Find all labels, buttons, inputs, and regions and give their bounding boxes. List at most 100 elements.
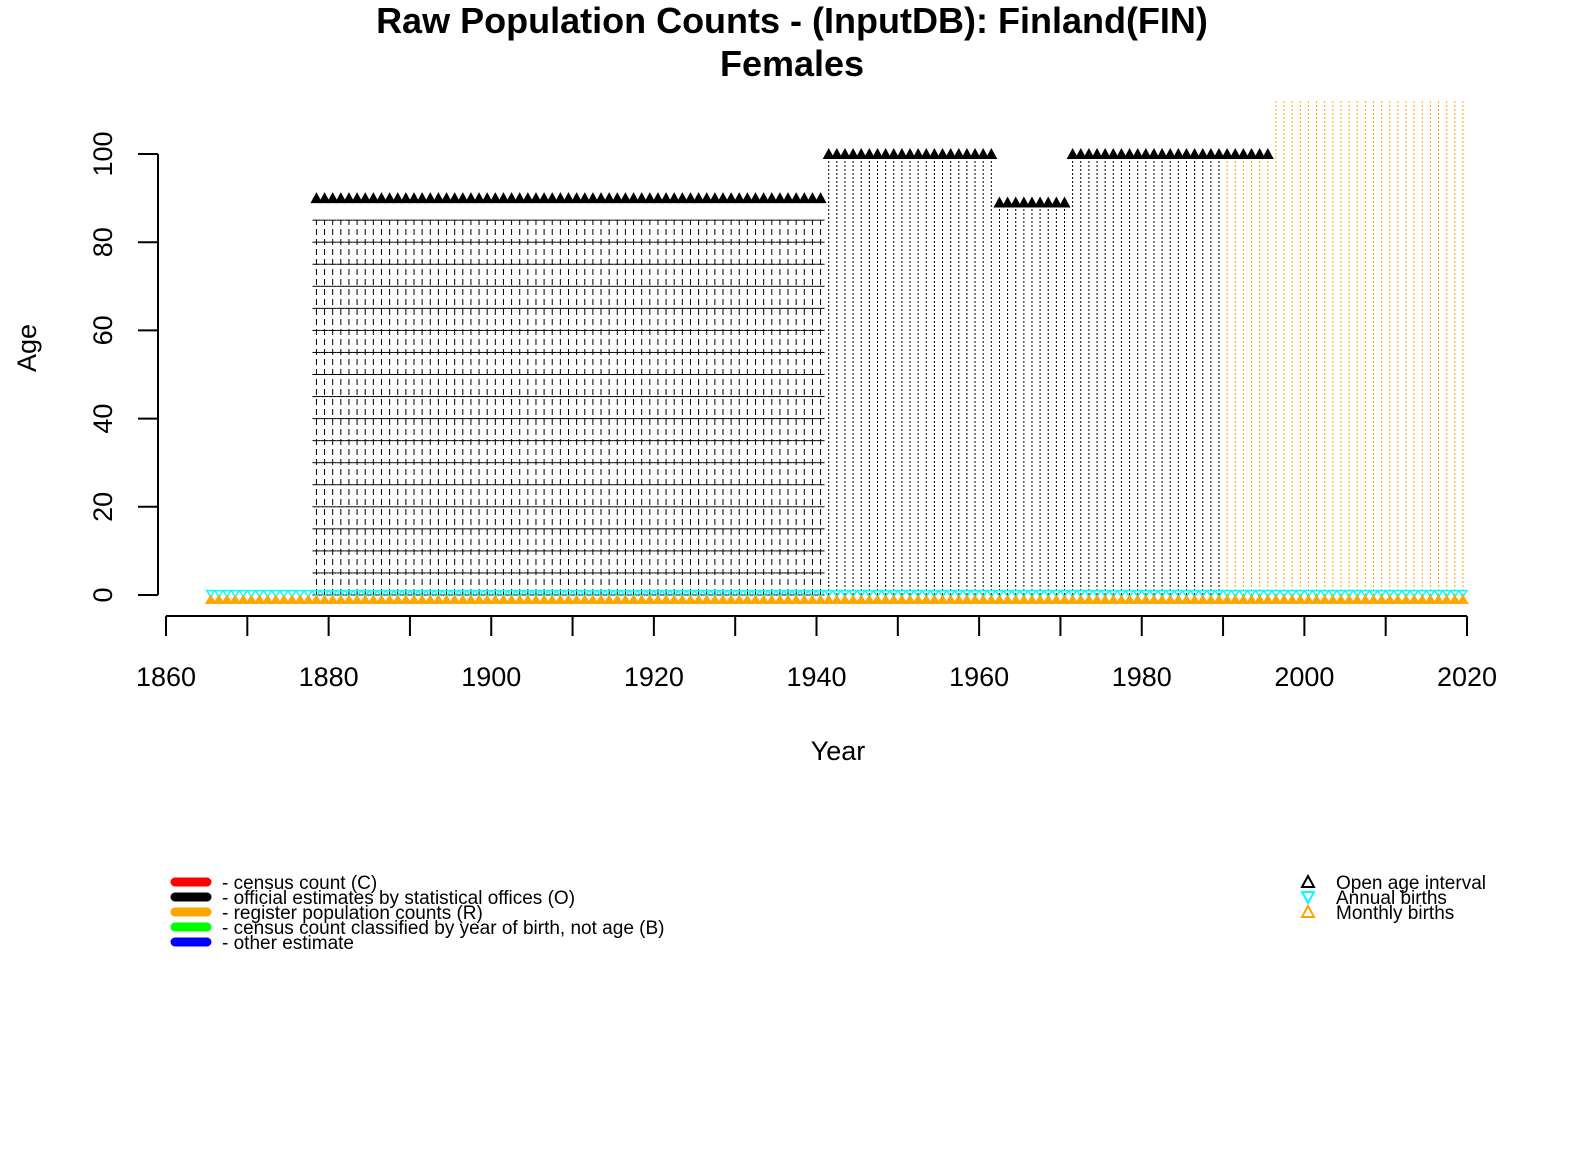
monthly-birth-mark-2016 xyxy=(1432,594,1445,604)
open-age-triangle-1948 xyxy=(879,148,892,159)
monthly-birth-mark-1917 xyxy=(627,594,640,604)
annual-birth-mark-1941 xyxy=(823,589,835,599)
monthly-birth-mark-2007 xyxy=(1359,594,1372,604)
annual-birth-mark-1913 xyxy=(595,589,607,599)
annual-birth-mark-1964 xyxy=(1010,589,1022,599)
annual-birth-mark-1875 xyxy=(286,589,298,599)
monthly-birth-mark-1933 xyxy=(757,594,770,604)
open-age-triangle-1988 xyxy=(1204,148,1217,159)
monthly-birth-mark-1989 xyxy=(1213,594,1225,604)
annual-birth-mark-1966 xyxy=(1026,589,1038,599)
open-age-triangle-1981 xyxy=(1147,148,1160,159)
open-age-triangle-1880 xyxy=(326,192,339,204)
open-age-triangle-1942 xyxy=(830,148,843,159)
annual-birth-mark-1885 xyxy=(367,589,379,599)
legend-symbol-down-triangle xyxy=(1300,891,1316,906)
monthly-birth-mark-1935 xyxy=(774,594,786,604)
monthly-birth-mark-1907 xyxy=(546,594,559,604)
monthly-birth-mark-1919 xyxy=(643,594,656,604)
annual-birth-mark-1962 xyxy=(994,589,1005,599)
annual-birth-mark-1872 xyxy=(262,589,274,599)
annual-birth-mark-1938 xyxy=(798,589,810,599)
annual-birth-mark-1890 xyxy=(408,589,420,599)
annual-birth-mark-1932 xyxy=(750,589,761,599)
annual-birth-mark-1874 xyxy=(278,589,290,599)
series-O-3 xyxy=(1066,148,1225,595)
monthly-birth-mark-1936 xyxy=(782,594,794,604)
annual-birth-mark-1972 xyxy=(1075,589,1087,599)
annual-birth-mark-1895 xyxy=(449,589,461,599)
monthly-birth-mark-1877 xyxy=(302,594,315,604)
annual-birth-mark-1980 xyxy=(1140,589,1152,599)
monthly-birth-mark-1939 xyxy=(806,594,819,604)
open-age-triangle-1982 xyxy=(1156,148,1169,159)
annual-birth-mark-1947 xyxy=(872,589,883,599)
annual-birth-mark-1912 xyxy=(587,589,599,599)
monthly-birth-mark-1981 xyxy=(1148,594,1160,604)
monthly-birth-mark-1900 xyxy=(489,594,502,604)
monthly-birth-mark-1978 xyxy=(1123,594,1136,604)
open-age-triangle-1879 xyxy=(318,192,331,204)
open-age-triangle-1886 xyxy=(375,192,388,204)
monthly-birth-mark-1905 xyxy=(530,594,542,604)
open-age-triangle-1925 xyxy=(692,192,705,204)
open-age-triangle-1951 xyxy=(904,148,917,159)
monthly-birth-mark-1918 xyxy=(635,594,648,604)
y-tick-label: 60 xyxy=(88,315,118,345)
annual-birth-mark-1957 xyxy=(953,589,965,599)
monthly-birth-mark-1930 xyxy=(733,594,746,604)
open-age-triangle-1927 xyxy=(708,192,721,204)
y-tick-label: 0 xyxy=(88,587,118,602)
open-age-triangle-1894 xyxy=(440,192,453,204)
open-age-triangle-1918 xyxy=(635,192,648,204)
annual-birth-mark-2007 xyxy=(1359,589,1371,599)
open-age-triangle-1954 xyxy=(928,148,941,159)
annual-birth-mark-1984 xyxy=(1172,589,1184,599)
annual-birth-mark-1884 xyxy=(359,589,371,599)
open-age-triangle-1885 xyxy=(367,192,380,204)
monthly-birth-mark-1952 xyxy=(912,594,925,604)
x-tick-label: 2000 xyxy=(1274,662,1334,692)
annual-birth-mark-1958 xyxy=(961,589,973,599)
monthly-birth-mark-1934 xyxy=(765,594,778,604)
monthly-birth-mark-1999 xyxy=(1294,594,1307,604)
annual-birth-mark-1902 xyxy=(506,589,517,599)
monthly-birth-mark-1961 xyxy=(985,594,998,604)
open-age-triangle-1969 xyxy=(1050,196,1063,208)
annual-birth-mark-1936 xyxy=(782,589,794,599)
annual-birth-mark-1998 xyxy=(1286,589,1298,599)
monthly-birth-mark-1927 xyxy=(708,594,721,604)
open-age-triangle-1921 xyxy=(660,192,673,204)
annual-birth-mark-2005 xyxy=(1343,589,1355,599)
open-age-triangle-1965 xyxy=(1017,196,1030,208)
x-tick-label: 1860 xyxy=(136,662,196,692)
open-age-triangle-1881 xyxy=(334,192,347,204)
legend-label-other: - other estimate xyxy=(222,933,354,954)
annual-birth-mark-1917 xyxy=(628,589,639,599)
open-age-triangle-1994 xyxy=(1253,148,1266,159)
monthly-birth-mark-2000 xyxy=(1302,594,1315,604)
annual-birth-mark-1906 xyxy=(538,589,550,599)
monthly-birth-mark-1937 xyxy=(790,594,803,604)
monthly-birth-mark-1878 xyxy=(310,594,323,604)
annual-birth-mark-1880 xyxy=(327,589,339,599)
monthly-birth-mark-1965 xyxy=(1017,594,1030,604)
monthly-birth-mark-1946 xyxy=(863,594,876,604)
annual-birth-mark-1975 xyxy=(1099,589,1111,599)
monthly-birth-mark-1889 xyxy=(399,594,412,604)
monthly-birth-mark-2010 xyxy=(1383,594,1396,604)
annual-birth-mark-2016 xyxy=(1433,589,1444,599)
annual-birth-mark-1977 xyxy=(1116,589,1127,599)
open-age-triangle-1973 xyxy=(1082,148,1095,159)
monthly-birth-mark-1866 xyxy=(212,594,225,604)
annual-birth-mark-1910 xyxy=(571,589,583,599)
open-age-triangle-1991 xyxy=(1229,148,1242,159)
legend-label-O: - official estimates by statistical offi… xyxy=(222,888,575,909)
annual-birth-mark-1873 xyxy=(270,589,282,599)
monthly-birth-mark-1972 xyxy=(1074,594,1087,604)
open-age-triangle-1905 xyxy=(529,192,542,204)
annual-birth-mark-1920 xyxy=(652,589,664,599)
annual-birth-mark-1979 xyxy=(1132,589,1144,599)
legend-label-C: - census count (C) xyxy=(222,873,377,894)
